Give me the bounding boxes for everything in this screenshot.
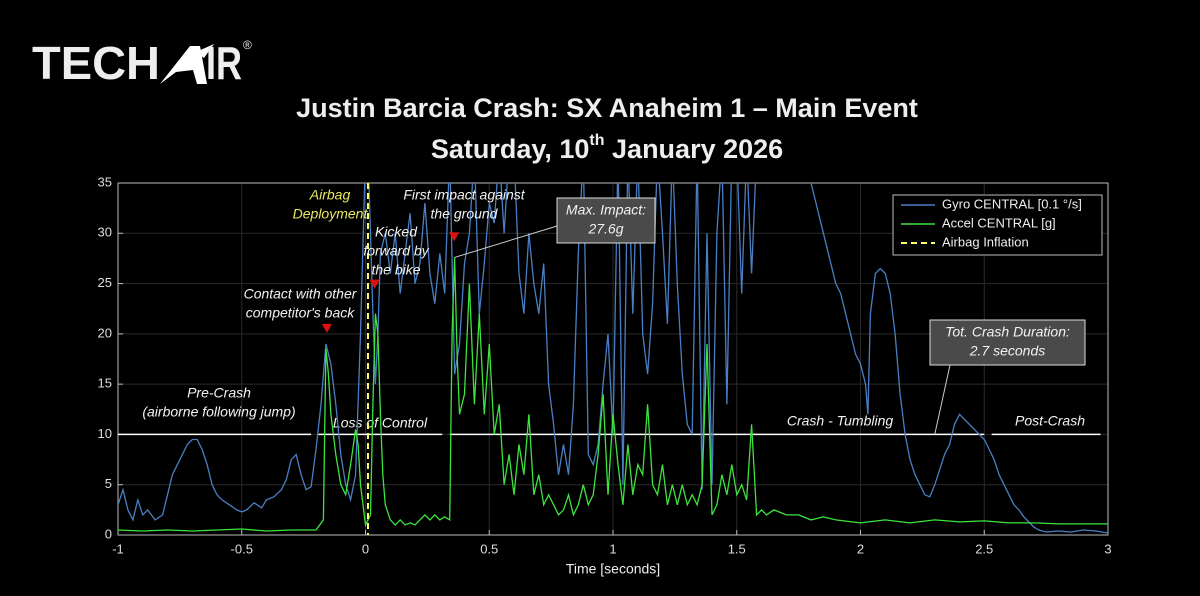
event-label: First impact against — [403, 187, 525, 203]
phase-label: (airborne following jump) — [142, 404, 295, 420]
subtitle-part: January 2026 — [605, 134, 784, 164]
y-tick-label: 20 — [98, 325, 112, 340]
y-tick-label: 0 — [105, 526, 112, 541]
x-tick-label: 1.5 — [728, 541, 746, 556]
callout-text: Tot. Crash Duration: — [945, 324, 1070, 340]
y-tick-label: 15 — [98, 376, 112, 391]
subtitle-part: Saturday, 10 — [431, 134, 590, 164]
logo-text: TECH — [32, 37, 160, 89]
legend-label: Airbag Inflation — [942, 234, 1029, 249]
callout-box — [929, 319, 1086, 366]
logo-mark: ® — [243, 38, 252, 52]
event-label: the ground — [431, 206, 499, 222]
x-tick-label: -0.5 — [231, 541, 253, 556]
event-label: competitor's back — [246, 305, 355, 321]
annotation: Airbag — [309, 187, 351, 203]
plot-frame — [117, 182, 1109, 536]
annotation: Deployment — [293, 206, 369, 222]
callout-box — [556, 197, 656, 244]
data-line — [118, 257, 1108, 532]
callout-line — [454, 225, 558, 258]
y-tick-label: 30 — [98, 225, 112, 240]
callout-text: 2.7 seconds — [969, 343, 1046, 359]
y-tick-label: 35 — [98, 174, 112, 189]
phase-label: Crash - Tumbling — [787, 413, 894, 429]
callout-text: Max. Impact: — [566, 202, 646, 218]
y-tick-label: 25 — [98, 275, 112, 290]
event-label: forward by — [363, 243, 429, 259]
chart-subtitle: Saturday, 10th January 2026 — [431, 132, 783, 164]
y-tick-label: 5 — [105, 476, 112, 491]
chart-title: Justin Barcia Crash: SX Anaheim 1 – Main… — [296, 93, 918, 123]
plot-area — [118, 183, 1108, 535]
x-tick-label: 0.5 — [480, 541, 498, 556]
phase-label: Pre-Crash — [187, 385, 251, 401]
event-marker — [449, 232, 460, 242]
y-tick-label: 10 — [98, 426, 112, 441]
event-marker — [321, 323, 332, 333]
x-tick-label: 2 — [857, 541, 864, 556]
data-line — [118, 183, 1108, 534]
event-label: Contact with other — [244, 286, 358, 302]
callout-text: 27.6g — [587, 221, 623, 237]
logo-text: IR — [206, 37, 242, 89]
x-axis-label: Time [seconds] — [566, 561, 660, 577]
x-tick-label: 3 — [1104, 541, 1111, 556]
logo-icon — [160, 44, 214, 84]
event-label: Kicked — [375, 224, 418, 240]
subtitle-sup: th — [589, 132, 604, 149]
event-label: the bike — [371, 262, 420, 278]
legend-label: Accel CENTRAL [g] — [942, 215, 1056, 230]
x-tick-label: 2.5 — [975, 541, 993, 556]
event-marker — [369, 279, 380, 289]
x-tick-label: -1 — [112, 541, 124, 556]
callout-line — [934, 364, 951, 435]
x-tick-label: 0 — [362, 541, 369, 556]
legend-label: Gyro CENTRAL [0.1 °/s] — [942, 196, 1082, 211]
x-tick-label: 1 — [609, 541, 616, 556]
phase-label: Post-Crash — [1015, 413, 1085, 429]
